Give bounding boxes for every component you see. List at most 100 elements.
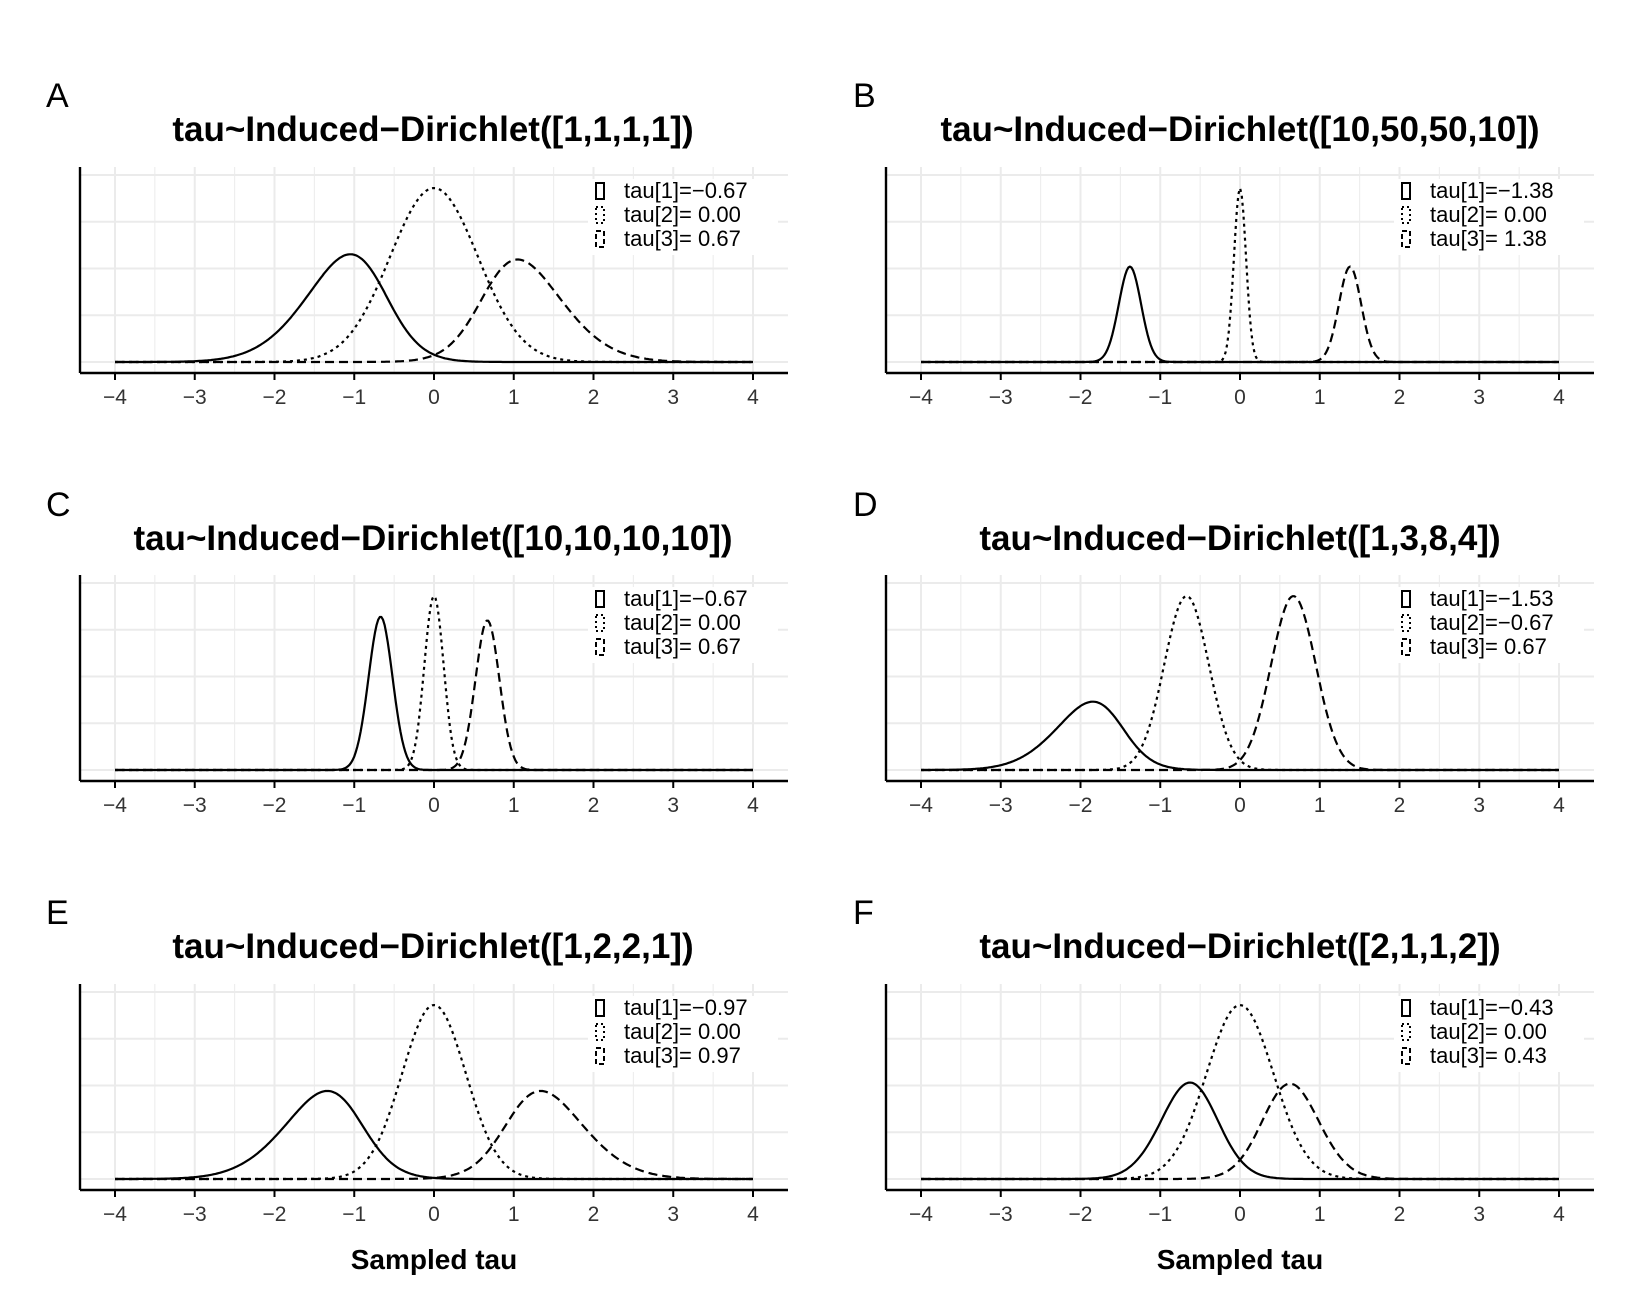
density-curves [115, 187, 753, 364]
density-curve-dashed [115, 1089, 753, 1181]
panel-title: tau~Induced−Dirichlet([1,3,8,4]) [979, 519, 1500, 558]
panel-label: D [853, 486, 878, 524]
panel-label: C [46, 486, 71, 524]
x-tick-label: −1 [1148, 386, 1172, 409]
x-tick-label: −2 [1069, 1203, 1093, 1226]
x-axis-ticks: −4 −3 −2 −1 0 1 2 3 4 [103, 1190, 759, 1226]
x-tick-label: 3 [667, 1203, 679, 1226]
panel-f: −4 −3 −2 −1 0 1 2 3 4 Ftau~Induced−Dirichlet([2,1… [853, 894, 1594, 1275]
x-tick-label: −1 [342, 794, 366, 817]
x-tick-label: 3 [1473, 794, 1485, 817]
legend-entry: tau[2]= 0.00 [1430, 202, 1547, 227]
panel-title: tau~Induced−Dirichlet([1,1,1,1]) [172, 110, 693, 149]
legend-key-dashed [1401, 638, 1411, 656]
x-tick-label: −2 [263, 794, 287, 817]
x-tick-label: −1 [1148, 794, 1172, 817]
x-tick-label: −3 [989, 794, 1013, 817]
legend-background [588, 587, 778, 663]
density-curve-dashed [921, 1082, 1559, 1181]
x-axis-title: Sampled tau [1157, 1244, 1323, 1275]
x-axis-ticks: −4 −3 −2 −1 0 1 2 3 4 [909, 373, 1565, 409]
legend-key-dotted [1401, 206, 1411, 224]
x-tick-label: −4 [103, 794, 127, 817]
legend-key-solid [595, 590, 605, 608]
legend-entry: tau[3]= 0.67 [1430, 634, 1547, 659]
x-axis-ticks: −4 −3 −2 −1 0 1 2 3 4 [103, 373, 759, 409]
x-tick-label: 1 [1314, 1203, 1326, 1226]
legend-key-solid [1401, 999, 1411, 1017]
panel-label: B [853, 77, 876, 115]
legend-key-dotted [595, 614, 605, 632]
x-tick-label: −3 [989, 386, 1013, 409]
x-tick-label: 1 [508, 1203, 520, 1226]
x-tick-label: −4 [909, 386, 933, 409]
panel-label: E [46, 894, 69, 932]
legend-background [1394, 996, 1584, 1072]
x-tick-label: 0 [1234, 794, 1246, 817]
panel-title: tau~Induced−Dirichlet([1,2,2,1]) [172, 927, 693, 966]
x-tick-label: 3 [667, 794, 679, 817]
x-tick-label: −3 [183, 794, 207, 817]
legend-entry: tau[2]=−0.67 [1430, 610, 1554, 635]
density-curve-dashed [115, 258, 753, 364]
legend-background [588, 179, 778, 255]
x-tick-label: 0 [428, 794, 440, 817]
panel-title: tau~Induced−Dirichlet([10,50,50,10]) [940, 110, 1539, 149]
grid [80, 167, 788, 373]
x-tick-label: 3 [667, 386, 679, 409]
legend-key-solid [595, 182, 605, 200]
panel-c: −4 −3 −2 −1 0 1 2 3 4 Ctau~Induced−Dirichlet([10,… [46, 486, 788, 817]
legend-entry: tau[3]= 0.97 [624, 1043, 741, 1068]
density-curve-dashed [921, 265, 1559, 364]
legend-key-solid [1401, 590, 1411, 608]
panel-b: −4 −3 −2 −1 0 1 2 3 4 Btau~Induced−Dirichlet([10,… [853, 77, 1594, 409]
legend-entry: tau[1]=−1.53 [1430, 586, 1554, 611]
legend-entry: tau[1]=−1.38 [1430, 178, 1554, 203]
legend-entry: tau[1]=−0.97 [624, 995, 748, 1020]
x-tick-label: 0 [428, 386, 440, 409]
legend-key-solid [595, 999, 605, 1017]
x-axis-ticks: −4 −3 −2 −1 0 1 2 3 4 [909, 781, 1565, 817]
legend-key-dotted [1401, 614, 1411, 632]
density-curves [115, 594, 753, 772]
legend-entry: tau[3]= 0.43 [1430, 1043, 1547, 1068]
x-tick-label: 1 [1314, 794, 1326, 817]
x-tick-label: 4 [747, 794, 759, 817]
legend-entry: tau[2]= 0.00 [624, 610, 741, 635]
x-tick-label: −1 [342, 1203, 366, 1226]
legend-entry: tau[2]= 0.00 [624, 1019, 741, 1044]
x-tick-label: 4 [747, 386, 759, 409]
x-tick-label: 1 [508, 386, 520, 409]
legend-entry: tau[2]= 0.00 [624, 202, 741, 227]
x-tick-label: −3 [183, 1203, 207, 1226]
legend-key-solid [1401, 182, 1411, 200]
legend-entry: tau[1]=−0.43 [1430, 995, 1554, 1020]
x-tick-label: 4 [1553, 794, 1565, 817]
legend-background [1394, 587, 1584, 663]
x-tick-label: 4 [1553, 386, 1565, 409]
x-tick-label: −3 [989, 1203, 1013, 1226]
density-curves [921, 1003, 1559, 1181]
x-tick-label: 1 [1314, 386, 1326, 409]
x-tick-label: 1 [508, 794, 520, 817]
panel-label: A [46, 77, 69, 115]
panel-a: −4 −3 −2 −1 0 1 2 3 4 Atau~Induced−Dirichlet([1,1… [46, 77, 788, 409]
density-curves [921, 187, 1559, 364]
x-tick-label: 2 [1394, 794, 1406, 817]
x-tick-label: −4 [909, 1203, 933, 1226]
x-tick-label: 0 [1234, 386, 1246, 409]
legend-entry: tau[1]=−0.67 [624, 586, 748, 611]
legend-key-dotted [595, 1023, 605, 1041]
x-tick-label: 2 [588, 386, 600, 409]
panel-e: −4 −3 −2 −1 0 1 2 3 4 Etau~Induced−Dirichlet([1,2… [46, 894, 788, 1275]
x-tick-label: −4 [909, 794, 933, 817]
legend-key-dashed [595, 638, 605, 656]
x-axis-ticks: −4 −3 −2 −1 0 1 2 3 4 [103, 781, 759, 817]
x-tick-label: −1 [342, 386, 366, 409]
legend-entry: tau[3]= 0.67 [624, 226, 741, 251]
